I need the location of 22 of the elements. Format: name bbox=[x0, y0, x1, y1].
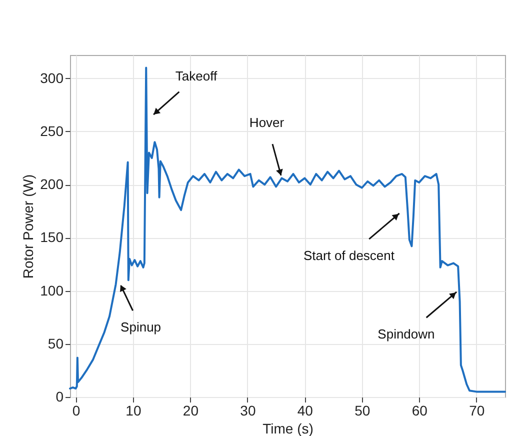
x-tick-label: 30 bbox=[240, 402, 256, 418]
y-tick-label: 200 bbox=[40, 176, 64, 192]
annotation: Spindown bbox=[378, 326, 435, 342]
x-tick-label: 70 bbox=[469, 402, 485, 418]
y-tick-label: 0 bbox=[56, 388, 64, 404]
y-axis-title: Rotor Power (W) bbox=[20, 174, 36, 279]
annotation: Spinup bbox=[120, 319, 162, 334]
y-tick-label: 300 bbox=[40, 70, 64, 86]
x-tick-label: 10 bbox=[126, 402, 142, 418]
y-tick-label: 50 bbox=[48, 335, 64, 352]
x-tick-label: 50 bbox=[354, 402, 370, 418]
x-tick-label: 40 bbox=[297, 402, 314, 418]
y-tick-label: 250 bbox=[40, 122, 64, 139]
line-series bbox=[69, 66, 506, 393]
x-tick-label: 0 bbox=[72, 402, 80, 418]
annotation: Start of descent bbox=[303, 248, 395, 264]
y-tick-label: 150 bbox=[40, 229, 64, 246]
x-tick-label: 20 bbox=[182, 402, 199, 418]
x-tick-label: 60 bbox=[412, 402, 428, 418]
annotation: Takeoff bbox=[175, 68, 218, 84]
annotation: Hover bbox=[249, 115, 285, 130]
y-tick-label: 100 bbox=[40, 282, 64, 298]
